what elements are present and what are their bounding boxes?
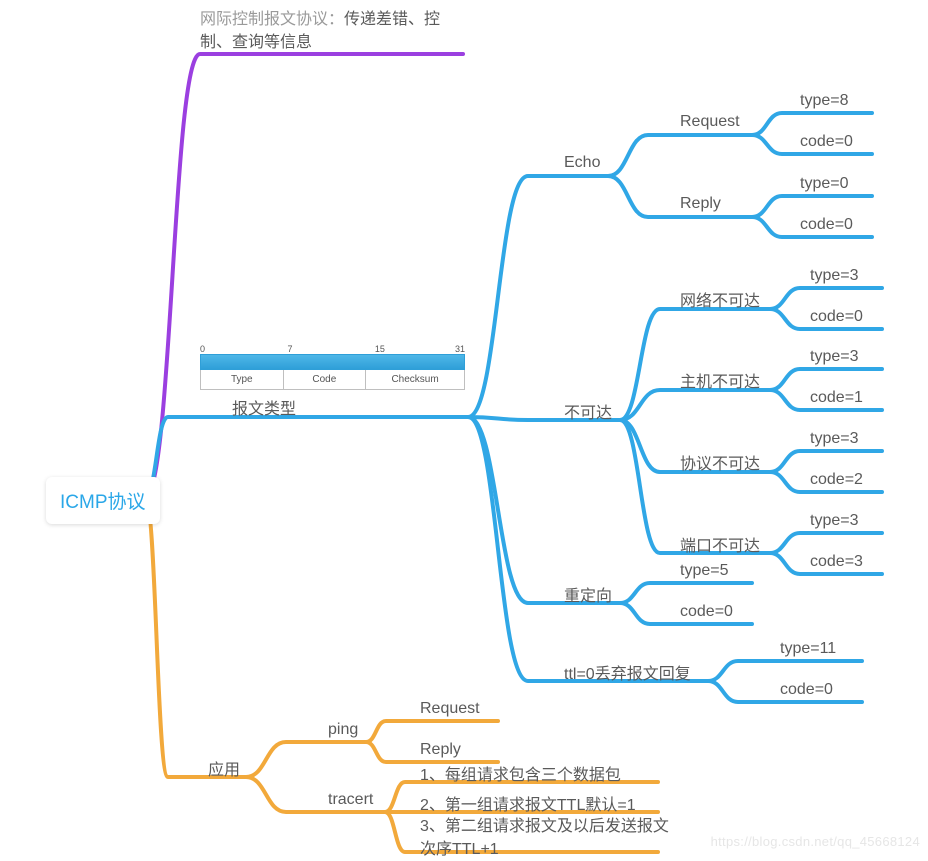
leaf-tracert-1: 1、每组请求包含三个数据包	[420, 761, 621, 785]
leaf-tracert-2: 2、第一组请求报文TTL默认=1	[420, 791, 636, 815]
packet-header-diagram: 0 7 15 31 Type Code Checksum	[200, 344, 465, 390]
node-redirect: 重定向	[564, 582, 612, 606]
leaf-net-type: type=3	[810, 267, 858, 285]
node-ttl: ttl=0丢弃报文回复	[564, 660, 691, 684]
leaf-net-code: code=0	[810, 308, 863, 326]
node-echo: Echo	[564, 154, 600, 172]
leaf-echo-rep-code: code=0	[800, 216, 853, 234]
leaf-host-type: type=3	[810, 348, 858, 366]
leaf-echo-req-code: code=0	[800, 133, 853, 151]
leaf-redir-code: code=0	[680, 603, 733, 621]
node-host-unreach: 主机不可达	[680, 368, 760, 392]
leaf-tracert-3: 3、第二组请求报文及以后发送报文次序TTL+1	[420, 815, 670, 861]
leaf-proto-code: code=2	[810, 471, 863, 489]
leaf-ping-request: Request	[420, 700, 480, 718]
node-ping: ping	[328, 721, 358, 739]
leaf-proto-type: type=3	[810, 430, 858, 448]
node-unreach: 不可达	[564, 399, 612, 423]
node-echo-reply: Reply	[680, 195, 721, 213]
watermark: https://blog.csdn.net/qq_45668124	[711, 834, 920, 849]
leaf-ping-reply: Reply	[420, 741, 461, 759]
branch-message-type: 报文类型	[232, 395, 296, 419]
leaf-redir-type: type=5	[680, 562, 728, 580]
leaf-port-code: code=3	[810, 553, 863, 571]
node-port-unreach: 端口不可达	[680, 532, 760, 556]
leaf-host-code: code=1	[810, 389, 863, 407]
node-proto-unreach: 协议不可达	[680, 450, 760, 474]
branch-application: 应用	[208, 756, 240, 780]
leaf-port-type: type=3	[810, 512, 858, 530]
node-net-unreach: 网络不可达	[680, 287, 760, 311]
leaf-echo-req-type: type=8	[800, 92, 848, 110]
leaf-echo-rep-type: type=0	[800, 175, 848, 193]
node-tracert: tracert	[328, 791, 373, 809]
leaf-ttl-code: code=0	[780, 681, 833, 699]
branch-intro: 网际控制报文协议：传递差错、控制、查询等信息	[200, 8, 460, 54]
node-echo-request: Request	[680, 113, 740, 131]
leaf-ttl-type: type=11	[780, 640, 836, 658]
root-node: ICMP协议	[46, 477, 160, 524]
